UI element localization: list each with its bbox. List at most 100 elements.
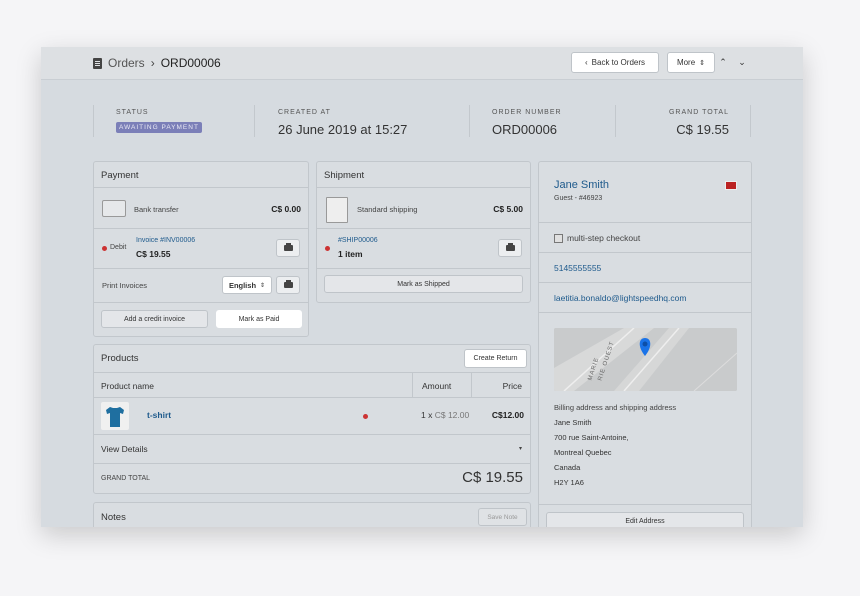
mark-as-shipped-label: Mark as Shipped <box>397 280 450 288</box>
customer-phone[interactable]: 5145555555 <box>554 263 602 273</box>
divider <box>93 105 94 137</box>
add-credit-invoice-button[interactable]: Add a credit invoice <box>101 310 208 328</box>
grand-total-value: C$ 19.55 <box>676 122 729 137</box>
column-price: Price <box>502 381 522 391</box>
product-thumbnail <box>101 402 129 430</box>
payment-method: Bank transfer <box>134 205 179 214</box>
previous-order-button[interactable]: ⌃ <box>716 55 730 69</box>
breadcrumb-orders-link[interactable]: Orders <box>108 56 145 70</box>
divider <box>750 105 751 137</box>
product-qty: 1 x <box>421 410 433 420</box>
printer-icon <box>505 243 515 251</box>
customer-name[interactable]: Jane Smith <box>554 179 610 191</box>
print-shipment-button[interactable] <box>498 239 522 257</box>
address-line: Montreal Quebec <box>554 448 612 457</box>
divider <box>94 463 530 464</box>
breadcrumb-current: ORD00006 <box>160 56 221 70</box>
app-window: Orders › ORD00006 ‹ Back to Orders More … <box>41 47 803 527</box>
invoice-amount: C$ 19.55 <box>136 249 171 259</box>
payment-card: Payment Bank transfer C$ 0.00 Debit Invo… <box>93 161 309 337</box>
status-badge: AWAITING PAYMENT <box>116 122 202 133</box>
map-image <box>554 328 737 391</box>
print-invoice-button[interactable] <box>276 239 300 257</box>
notes-card: Notes Save Note <box>93 502 531 527</box>
back-to-orders-label: Back to Orders <box>591 58 646 67</box>
printer-icon <box>283 243 293 251</box>
language-value: English <box>228 280 257 290</box>
shipment-items: 1 item <box>338 249 363 259</box>
customer-email[interactable]: laetitia.bonaldo@lightspeedhq.com <box>554 293 687 303</box>
chevron-left-icon: ‹ <box>584 58 588 67</box>
shipping-label-icon <box>326 197 348 223</box>
created-stat: CREATED AT 26 June 2019 at 15:27 <box>278 109 407 145</box>
grand-total-value: C$ 19.55 <box>462 469 523 486</box>
divider <box>539 282 751 283</box>
divider <box>471 373 472 397</box>
address-line: Jane Smith <box>554 418 592 427</box>
address-line: Canada <box>554 463 581 472</box>
add-credit-invoice-label: Add a credit invoice <box>123 315 186 323</box>
divider <box>469 105 470 137</box>
product-name-link[interactable]: t-shirt <box>147 410 172 420</box>
bank-card-icon <box>102 200 126 217</box>
language-select[interactable]: English ⇕ <box>222 276 272 294</box>
grand-total-label: GRAND TOTAL <box>101 475 151 482</box>
printer-icon <box>283 280 293 288</box>
shipment-card: Shipment Standard shipping C$ 5.00 #SHIP… <box>316 161 531 303</box>
print-all-button[interactable] <box>276 276 300 294</box>
address-line: H2Y 1A6 <box>554 478 584 487</box>
shipping-method: Standard shipping <box>357 205 418 214</box>
mark-as-paid-button[interactable]: Mark as Paid <box>216 310 302 328</box>
divider <box>539 252 751 253</box>
tshirt-icon <box>106 407 124 427</box>
status-dot <box>102 246 107 251</box>
shipment-title: Shipment <box>317 162 530 188</box>
divider <box>317 228 530 229</box>
divider <box>539 504 751 505</box>
divider <box>94 268 308 269</box>
payment-title: Payment <box>94 162 308 188</box>
more-dropdown[interactable]: More ⇕ <box>667 52 715 73</box>
divider <box>539 312 751 313</box>
edit-address-label: Edit Address <box>625 517 665 525</box>
chevron-up-icon: ⌃ <box>719 56 727 67</box>
divider <box>539 222 751 223</box>
order-number-label: ORDER NUMBER <box>492 109 562 116</box>
created-label: CREATED AT <box>278 109 331 116</box>
product-price: C$12.00 <box>491 410 524 420</box>
invoice-link[interactable]: Invoice #INV00006 <box>136 237 196 244</box>
status-label: STATUS <box>116 109 149 116</box>
products-card: Products Create Return Product name Amou… <box>93 344 531 494</box>
products-title: Products <box>94 345 530 373</box>
back-to-orders-button[interactable]: ‹ Back to Orders <box>571 52 659 73</box>
print-invoices-label: Print Invoices <box>102 281 148 290</box>
product-unit-price: C$ 12.00 <box>434 410 470 420</box>
mark-as-shipped-button[interactable]: Mark as Shipped <box>324 275 523 293</box>
create-return-label: Create Return <box>473 355 518 362</box>
create-return-button[interactable]: Create Return <box>464 349 527 368</box>
caret-down-icon[interactable]: ▾ <box>518 446 522 452</box>
divider <box>94 302 308 303</box>
status-dot <box>325 246 330 251</box>
mark-as-paid-label: Mark as Paid <box>238 315 280 323</box>
view-details-toggle[interactable]: View Details <box>101 444 148 454</box>
payment-method-amount: C$ 0.00 <box>271 204 301 214</box>
shipping-amount: C$ 5.00 <box>493 204 523 214</box>
address-map[interactable]: MARIE RIE OUEST <box>554 328 737 391</box>
save-note-button[interactable]: Save Note <box>478 508 527 526</box>
select-arrows-icon: ⇕ <box>260 282 266 289</box>
column-amount: Amount <box>422 381 452 391</box>
save-note-label: Save Note <box>487 513 518 521</box>
order-number-value: ORD00006 <box>492 122 558 137</box>
product-amount: 1 x C$ 12.00 <box>421 410 469 420</box>
chevron-down-icon: ⌄ <box>738 56 746 67</box>
table-row[interactable]: t-shirt 1 x C$ 12.00 C$12.00 <box>94 398 530 434</box>
edit-address-button[interactable]: Edit Address <box>546 512 744 527</box>
order-number-stat: ORDER NUMBER ORD00006 <box>492 109 562 145</box>
shipment-link[interactable]: #SHIP00006 <box>338 237 378 244</box>
divider <box>317 268 530 269</box>
orders-icon <box>93 57 102 69</box>
checkout-icon <box>554 234 563 243</box>
divider <box>94 434 530 435</box>
next-order-button[interactable]: ⌄ <box>735 55 749 69</box>
